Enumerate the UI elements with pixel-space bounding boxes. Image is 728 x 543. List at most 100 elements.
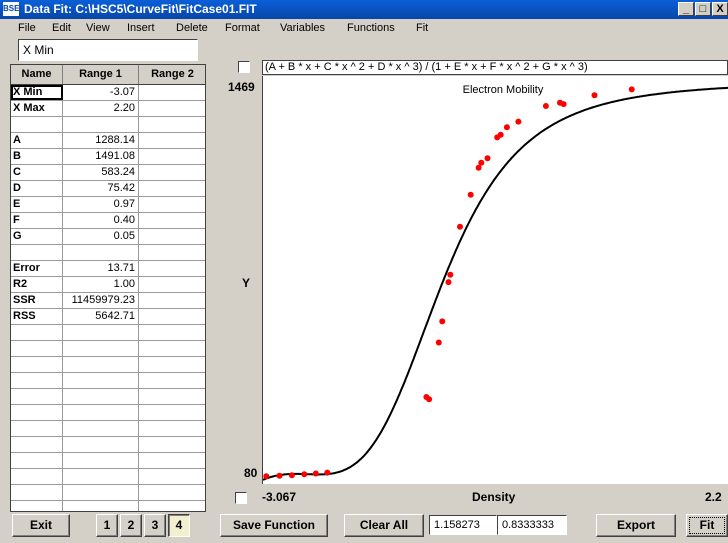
- menu-fit[interactable]: Fit: [416, 22, 429, 34]
- grid-cell-name[interactable]: A: [11, 133, 63, 148]
- exit-button[interactable]: Exit: [12, 514, 70, 537]
- grid-cell-range1[interactable]: 2.20: [63, 101, 139, 116]
- formula-field[interactable]: (A + B * x + C * x ^ 2 + D * x ^ 3) / (1…: [262, 60, 728, 75]
- menu-file[interactable]: File: [18, 22, 36, 34]
- grid-cell-range2[interactable]: [139, 133, 205, 148]
- grid-cell-range2[interactable]: [139, 101, 205, 116]
- grid-cell-range2[interactable]: [139, 325, 205, 340]
- column-header-range2[interactable]: Range 2: [139, 65, 205, 84]
- menu-view[interactable]: View: [86, 22, 110, 34]
- menu-format[interactable]: Format: [225, 22, 260, 34]
- grid-cell-range1[interactable]: 583.24: [63, 165, 139, 180]
- grid-cell-range2[interactable]: [139, 213, 205, 228]
- cell-name-box[interactable]: X Min: [18, 39, 198, 61]
- grid-cell-range1[interactable]: [63, 373, 139, 388]
- grid-cell-range1[interactable]: [63, 325, 139, 340]
- grid-cell-range2[interactable]: [139, 485, 205, 500]
- grid-cell-range1[interactable]: 1491.08: [63, 149, 139, 164]
- value-field-2[interactable]: 0.8333333: [497, 515, 567, 535]
- menu-variables[interactable]: Variables: [280, 22, 326, 34]
- minimize-button[interactable]: _: [678, 2, 694, 16]
- grid-cell-range2[interactable]: [139, 389, 205, 404]
- grid-cell-range1[interactable]: 0.40: [63, 213, 139, 228]
- grid-cell-range2[interactable]: [139, 453, 205, 468]
- grid-cell-range1[interactable]: [63, 485, 139, 500]
- grid-cell-name[interactable]: [11, 245, 63, 260]
- grid-cell-range1[interactable]: 0.97: [63, 197, 139, 212]
- grid-cell-range2[interactable]: [139, 341, 205, 356]
- grid-cell-range2[interactable]: [139, 261, 205, 276]
- grid-cell-name[interactable]: [11, 453, 63, 468]
- grid-cell-range2[interactable]: [139, 149, 205, 164]
- grid-cell-range1[interactable]: 1.00: [63, 277, 139, 292]
- close-button[interactable]: X: [712, 2, 728, 16]
- grid-cell-range2[interactable]: [139, 469, 205, 484]
- value-field-1[interactable]: 1.158273: [429, 515, 497, 535]
- grid-cell-name[interactable]: [11, 501, 63, 511]
- grid-cell-range1[interactable]: 13.71: [63, 261, 139, 276]
- grid-cell-name[interactable]: Error: [11, 261, 63, 276]
- menu-insert[interactable]: Insert: [127, 22, 155, 34]
- export-button[interactable]: Export: [596, 514, 676, 537]
- grid-cell-name[interactable]: [11, 357, 63, 372]
- plot-area[interactable]: Electron Mobility: [262, 76, 728, 484]
- grid-cell-name[interactable]: [11, 341, 63, 356]
- menu-functions[interactable]: Functions: [347, 22, 395, 34]
- grid-cell-range1[interactable]: [63, 405, 139, 420]
- grid-cell-range1[interactable]: [63, 357, 139, 372]
- grid-cell-range1[interactable]: [63, 341, 139, 356]
- grid-cell-range1[interactable]: 75.42: [63, 181, 139, 196]
- menu-edit[interactable]: Edit: [52, 22, 71, 34]
- grid-cell-name[interactable]: [11, 485, 63, 500]
- grid-cell-range1[interactable]: [63, 117, 139, 132]
- formula-checkbox[interactable]: [238, 61, 250, 73]
- grid-cell-name[interactable]: F: [11, 213, 63, 228]
- grid-cell-range2[interactable]: [139, 309, 205, 324]
- grid-cell-range2[interactable]: [139, 277, 205, 292]
- grid-cell-range1[interactable]: [63, 421, 139, 436]
- grid-cell-range2[interactable]: [139, 181, 205, 196]
- page-1-button[interactable]: 1: [96, 514, 118, 537]
- column-header-range1[interactable]: Range 1: [63, 65, 139, 84]
- page-3-button[interactable]: 3: [144, 514, 166, 537]
- save-function-button[interactable]: Save Function: [220, 514, 328, 537]
- grid-cell-range1[interactable]: 1288.14: [63, 133, 139, 148]
- grid-cell-range2[interactable]: [139, 117, 205, 132]
- grid-cell-range1[interactable]: [63, 453, 139, 468]
- maximize-button[interactable]: □: [695, 2, 711, 16]
- grid-cell-range1[interactable]: [63, 437, 139, 452]
- grid-cell-name[interactable]: X Max: [11, 101, 63, 116]
- grid-cell-range1[interactable]: [63, 501, 139, 511]
- grid-cell-range2[interactable]: [139, 405, 205, 420]
- axis-checkbox[interactable]: [235, 492, 247, 504]
- grid-cell-range1[interactable]: 0.05: [63, 229, 139, 244]
- grid-cell-range1[interactable]: [63, 245, 139, 260]
- grid-cell-range1[interactable]: [63, 469, 139, 484]
- grid-cell-range2[interactable]: [139, 85, 205, 100]
- grid-cell-range2[interactable]: [139, 229, 205, 244]
- grid-cell-name[interactable]: R2: [11, 277, 63, 292]
- grid-cell-name[interactable]: [11, 421, 63, 436]
- grid-cell-name[interactable]: [11, 373, 63, 388]
- grid-cell-name[interactable]: D: [11, 181, 63, 196]
- grid-cell-name[interactable]: [11, 325, 63, 340]
- grid-cell-range2[interactable]: [139, 357, 205, 372]
- clear-all-button[interactable]: Clear All: [344, 514, 424, 537]
- grid-cell-name[interactable]: G: [11, 229, 63, 244]
- column-header-name[interactable]: Name: [11, 65, 63, 84]
- grid-cell-name[interactable]: X Min: [11, 85, 63, 100]
- grid-cell-name[interactable]: [11, 437, 63, 452]
- grid-cell-range2[interactable]: [139, 421, 205, 436]
- page-2-button[interactable]: 2: [120, 514, 142, 537]
- grid-cell-range1[interactable]: 11459979.23: [63, 293, 139, 308]
- grid-cell-range2[interactable]: [139, 373, 205, 388]
- grid-cell-range1[interactable]: [63, 389, 139, 404]
- grid-cell-range2[interactable]: [139, 165, 205, 180]
- grid-cell-range2[interactable]: [139, 245, 205, 260]
- grid-cell-range2[interactable]: [139, 293, 205, 308]
- grid-cell-range1[interactable]: -3.07: [63, 85, 139, 100]
- grid-cell-name[interactable]: SSR: [11, 293, 63, 308]
- grid-cell-name[interactable]: [11, 117, 63, 132]
- grid-cell-range2[interactable]: [139, 437, 205, 452]
- grid-cell-name[interactable]: [11, 405, 63, 420]
